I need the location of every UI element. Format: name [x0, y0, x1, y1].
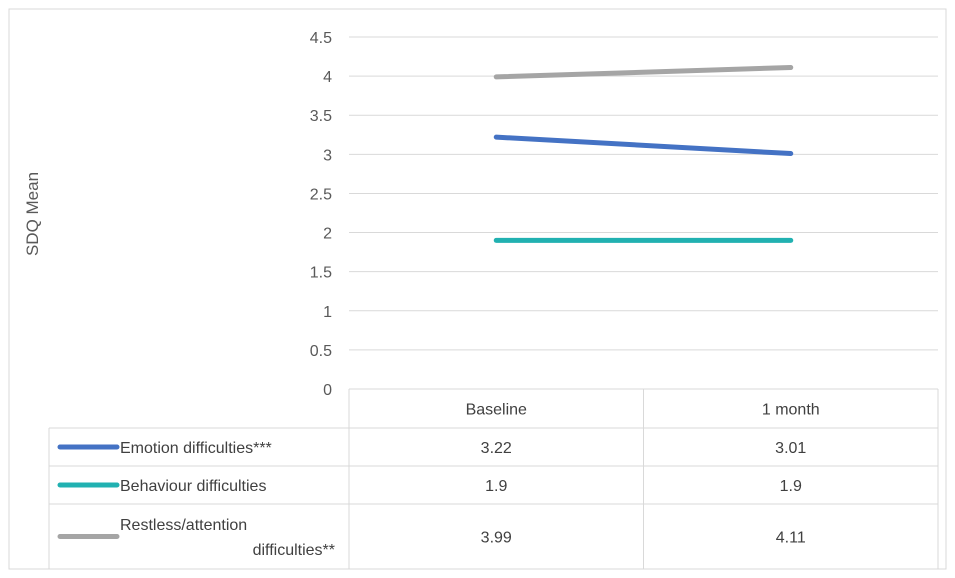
legend-label: difficulties** [253, 542, 335, 559]
data-table: Baseline 1 month Emotion difficulties*** 3.… [48, 388, 939, 569]
series-line [493, 134, 794, 157]
table-value: 1.9 [780, 478, 802, 495]
table-value: 4.11 [776, 530, 806, 547]
x-category-label: 1 month [762, 402, 820, 419]
x-category-label: Baseline [466, 402, 527, 419]
y-tick-label: 0 [323, 382, 332, 399]
y-tick-label: 3 [323, 147, 332, 164]
y-tick-label: 1.5 [310, 265, 332, 282]
y-axis-label: SDQ Mean [23, 172, 42, 256]
table-value: 1.9 [485, 478, 507, 495]
legend-label: Emotion difficulties*** [120, 440, 272, 457]
y-tick-label: 0.5 [310, 343, 332, 360]
y-tick-label: 2.5 [310, 186, 332, 203]
y-tick-label: 3.5 [310, 108, 332, 125]
y-tick-label: 1 [323, 304, 332, 321]
y-tick-label: 4.5 [310, 30, 332, 47]
y-tick-label: 2 [323, 226, 332, 243]
table-value: 3.01 [775, 440, 806, 457]
y-axis-ticks: 0 0.5 1 1.5 2 2.5 3 3.5 4 4.5 [310, 30, 332, 399]
series-line [493, 65, 794, 80]
chart-border [8, 8, 947, 570]
series-lines [493, 65, 794, 243]
legend-label: Behaviour difficulties [120, 478, 266, 495]
table-value: 3.99 [481, 530, 512, 547]
legend-label: Restless/attention [120, 517, 247, 534]
y-tick-label: 4 [323, 69, 332, 86]
table-value: 3.22 [481, 440, 512, 457]
